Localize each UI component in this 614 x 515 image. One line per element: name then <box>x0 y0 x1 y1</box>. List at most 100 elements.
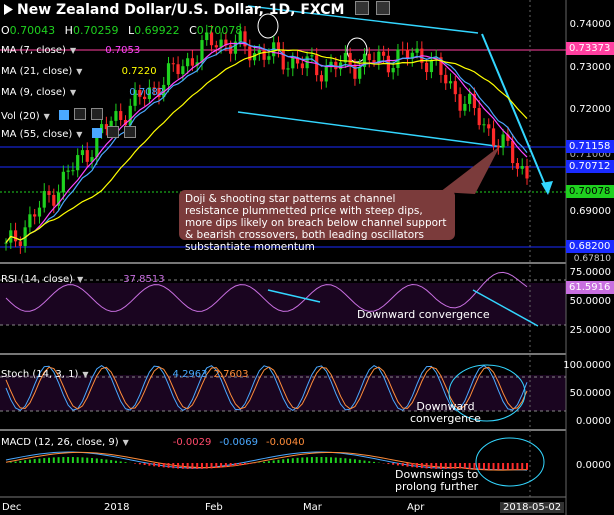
price-tag-mid: 0.70712 <box>566 160 614 173</box>
candle-body <box>300 63 304 69</box>
candle-body <box>71 170 75 172</box>
eye-icon[interactable] <box>59 110 70 120</box>
candle-body <box>372 60 376 63</box>
candle-body <box>166 63 171 85</box>
chevron-down-icon[interactable]: ▼ <box>82 370 89 379</box>
open-value: 0.70043 <box>9 24 56 37</box>
candle-body <box>329 61 333 67</box>
candle-body <box>506 134 510 141</box>
candle-body <box>147 87 151 100</box>
candle-body <box>415 48 419 53</box>
trend-drawings <box>237 5 553 195</box>
rsi-band <box>0 283 566 325</box>
moving-average-lines <box>5 41 528 244</box>
indicator-value: 0.7053 <box>105 45 141 56</box>
collapse-icon[interactable] <box>4 4 13 15</box>
candle-body <box>229 45 233 54</box>
ohlc-readout: O0.70043 H0.70259 L0.69922 C0.70078 <box>1 24 242 37</box>
indicator-volume[interactable]: Vol (20) ▼ <box>1 108 104 122</box>
candle-body <box>13 230 18 242</box>
chevron-down-icon[interactable]: ▼ <box>76 67 83 76</box>
candle-body <box>405 49 410 59</box>
chevron-down-icon[interactable]: ▼ <box>43 112 50 121</box>
candle-body <box>396 49 400 68</box>
candle-body <box>176 64 180 75</box>
candle-body <box>267 56 271 60</box>
price-tick: 0.67810 <box>573 254 611 264</box>
indicator-ma7[interactable]: MA (7, close) ▼ 0.7053 <box>1 45 140 56</box>
candle-body <box>4 242 8 244</box>
candle-body <box>195 62 199 66</box>
candle-body <box>472 93 477 109</box>
open-label: O <box>1 24 10 37</box>
symbol-title[interactable]: New Zealand Dollar/U.S. Dollar, 1D, FXCM <box>17 2 345 18</box>
rsi-tick: 50.0000 <box>569 296 611 307</box>
candle-body <box>520 166 524 169</box>
rsi-label[interactable]: RSI (14, close) ▼ 37.8513 <box>1 274 165 285</box>
rsi-trend-arrow <box>472 289 539 327</box>
candle-body <box>214 45 218 48</box>
stoch-annotation-line1: Downward <box>416 400 475 413</box>
eye-icon[interactable] <box>91 128 102 138</box>
candle-body <box>429 59 434 73</box>
candle-body <box>286 68 290 70</box>
indicator-label: Vol (20) <box>1 111 40 122</box>
candle-body <box>233 41 238 54</box>
candle-body <box>482 124 486 126</box>
chevron-down-icon[interactable]: ▼ <box>69 46 77 55</box>
stoch-tick: 0.0000 <box>576 416 611 427</box>
close-icon[interactable] <box>124 126 137 138</box>
indicator-label: MA (21, close) <box>1 66 73 77</box>
candle-body <box>319 75 324 82</box>
candle-body <box>162 84 166 98</box>
candle-body <box>157 87 161 98</box>
candle-body <box>90 157 94 162</box>
stoch-label[interactable]: Stoch (14, 3, 1) ▼ 4.2963 2.7603 <box>1 369 249 380</box>
candle-body <box>468 93 472 104</box>
candle-body <box>238 31 242 42</box>
chevron-down-icon[interactable]: ▼ <box>76 130 83 139</box>
analysis-callout: Doji & shooting star patterns at channel… <box>179 190 455 253</box>
candle-body <box>444 74 448 84</box>
candle-body <box>66 170 70 172</box>
candle-body <box>291 57 295 69</box>
stoch-d-value: 2.7603 <box>213 369 249 380</box>
macd-hist-value: -0.0029 <box>172 437 212 448</box>
stoch-annotation: Downward convergence <box>410 401 481 425</box>
trend-arrowhead <box>541 181 553 195</box>
candle-body <box>224 39 228 46</box>
indicator-label: MA (55, close) <box>1 129 73 140</box>
indicator-ma9[interactable]: MA (9, close) ▼ 0.7082 <box>1 87 164 98</box>
stoch-annotation-line2: convergence <box>410 412 481 425</box>
candle-body <box>248 46 252 61</box>
visibility-icon[interactable] <box>355 1 370 15</box>
indicator-label: MA (9, close) <box>1 87 66 98</box>
gear-icon[interactable] <box>106 126 119 138</box>
chevron-down-icon[interactable]: ▼ <box>77 275 84 284</box>
candle-body <box>52 194 56 206</box>
candle-body <box>377 51 381 63</box>
rsi-line <box>5 271 528 312</box>
candle-body <box>171 63 175 65</box>
stoch-tick: 50.0000 <box>569 388 611 399</box>
chevron-down-icon[interactable]: ▼ <box>122 438 129 447</box>
candle-body <box>128 105 132 126</box>
channel-support-line <box>237 111 504 148</box>
candle-body <box>37 207 42 217</box>
price-tick: 0.74000 <box>569 19 611 30</box>
candle-body <box>76 155 80 171</box>
settings-icon[interactable] <box>376 1 391 15</box>
candle-body <box>276 42 281 50</box>
indicator-ma55[interactable]: MA (55, close) ▼ <box>1 126 137 140</box>
high-label: H <box>64 24 73 37</box>
indicator-ma21[interactable]: MA (21, close) ▼ 0.7220 <box>1 66 157 77</box>
close-icon[interactable] <box>91 108 104 120</box>
gear-icon[interactable] <box>74 108 87 120</box>
candle-body <box>477 108 481 126</box>
chevron-down-icon[interactable]: ▼ <box>69 88 77 97</box>
candle-body <box>491 128 496 146</box>
macd-label[interactable]: MACD (12, 26, close, 9) ▼ -0.0029 -0.0069 -0… <box>1 437 305 448</box>
candle-body <box>219 39 223 48</box>
candle-body <box>358 66 362 79</box>
